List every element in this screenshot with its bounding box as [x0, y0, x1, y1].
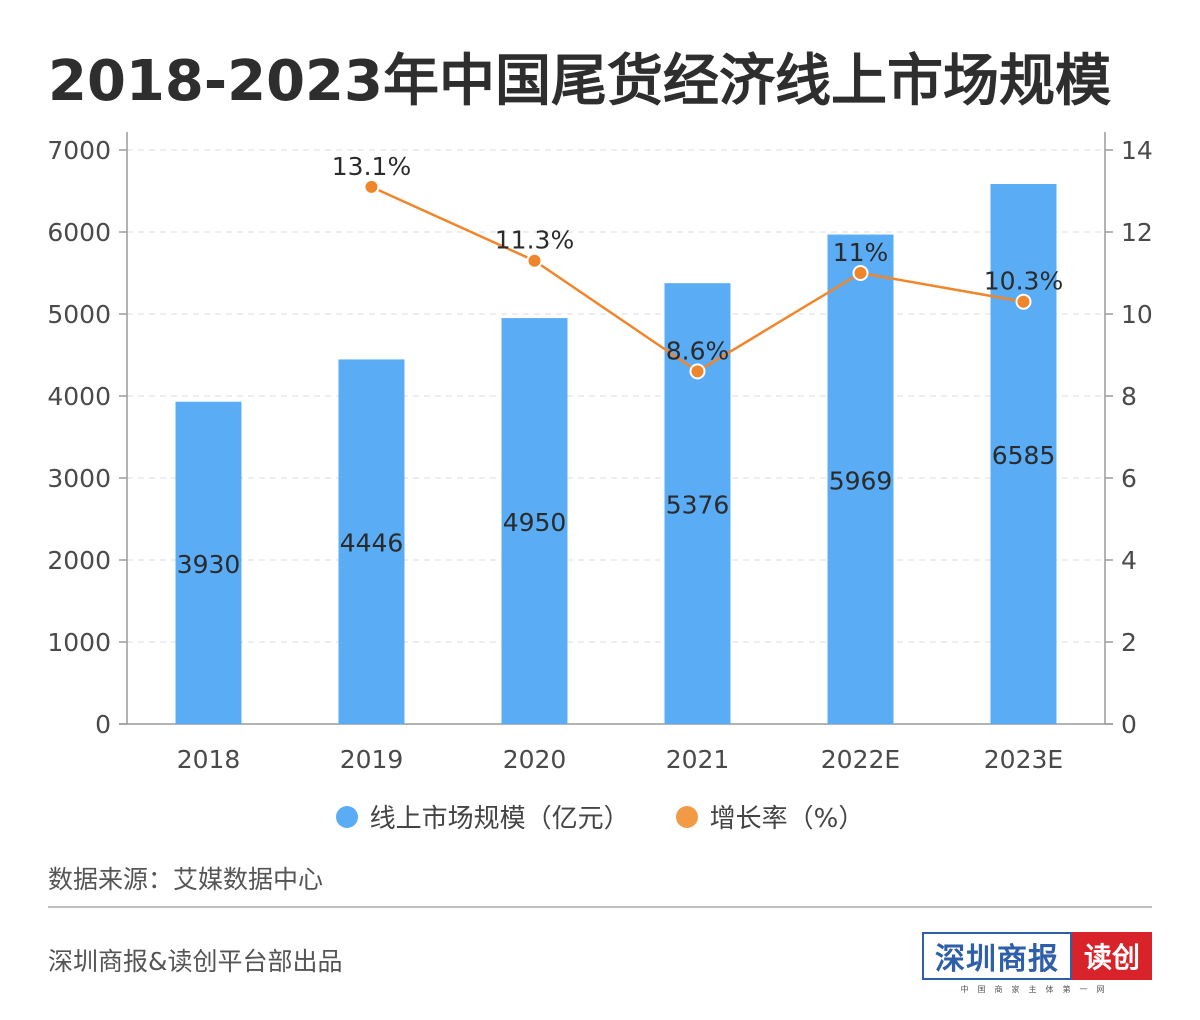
right-axis-tick-label: 6 [1121, 464, 1137, 493]
tick-layer: 0 1000 2000 3000 4000 5000 6000 7000 0 2 4 6 8 10 12 14… [47, 136, 1152, 774]
logo-subtitle: 中国商家主体第一网 [960, 985, 1114, 994]
x-axis-tick-label: 2021 [666, 745, 730, 774]
right-axis-tick-label: 10 [1121, 300, 1153, 329]
left-axis-tick-label: 7000 [47, 136, 111, 165]
bar-data-label: 5969 [829, 466, 893, 495]
right-axis-tick-label: 0 [1121, 710, 1137, 739]
right-axis-tick-label: 8 [1121, 382, 1137, 411]
x-axis-tick-label: 2020 [503, 745, 567, 774]
logo-right-text: 读创 [1072, 932, 1152, 980]
growth-rate-data-label: 10.3% [984, 267, 1063, 296]
logo-left-text: 深圳商报 [922, 932, 1072, 980]
grid-layer [127, 149, 1105, 643]
bar-2023E [990, 184, 1057, 724]
bar-2018 [175, 401, 242, 724]
bar-data-label: 6585 [992, 441, 1056, 470]
growth-rate-data-label: 8.6% [666, 336, 730, 365]
growth-rate-data-label: 11.3% [495, 226, 574, 255]
left-axis-tick-label: 0 [95, 710, 111, 739]
growth-rate-point-2019 [363, 178, 380, 195]
growth-rate-point-2020 [526, 252, 543, 269]
logo-box: 深圳商报 读创 [922, 932, 1152, 980]
line-layer: 13.1% 11.3% 8.6% 11% 10.3% [332, 152, 1063, 380]
left-axis-tick-label: 5000 [47, 300, 111, 329]
x-axis-tick-label: 2019 [340, 745, 404, 774]
x-axis-tick-label: 2023E [984, 745, 1063, 774]
credit-note: 深圳商报&读创平台部出品 [48, 947, 343, 976]
bar-2022E [827, 234, 894, 725]
right-axis-tick-label: 2 [1121, 628, 1137, 657]
growth-rate-data-label: 11% [833, 238, 889, 267]
bar-data-label: 5376 [666, 491, 730, 520]
footer-divider [48, 906, 1152, 908]
bar-2020 [501, 318, 568, 724]
page-title: 2018-2023年中国尾货经济线上市场规模 [48, 49, 1111, 114]
left-axis-tick-label: 1000 [47, 628, 111, 657]
x-axis-tick-label: 2022E [821, 745, 900, 774]
legend-marker-market-size [335, 805, 358, 828]
legend-label-market-size: 线上市场规模（亿元） [369, 804, 630, 834]
publisher-logo[interactable]: 深圳商报 读创 中国商家主体第一网 [922, 932, 1152, 998]
left-axis-tick-label: 6000 [47, 218, 111, 247]
legend-item-growth-rate[interactable]: 增长率（%） [675, 798, 865, 835]
left-axis-tick-label: 3000 [47, 464, 111, 493]
legend-label-growth-rate: 增长率（%） [709, 804, 865, 834]
left-axis-tick-label: 4000 [47, 382, 111, 411]
x-axis-tick-label: 2018 [177, 745, 241, 774]
bar-data-label: 4446 [340, 529, 404, 558]
data-source-note: 数据来源：艾媒数据中心 [48, 865, 324, 894]
right-axis-tick-label: 14 [1121, 136, 1153, 165]
bar-data-label: 3930 [177, 550, 241, 579]
legend-marker-growth-rate [675, 805, 698, 828]
bar-data-label: 4950 [503, 508, 567, 537]
bar-2019 [338, 359, 405, 724]
growth-rate-point-2023E [1015, 293, 1032, 310]
growth-rate-data-label: 13.1% [332, 152, 411, 181]
growth-rate-point-2022E [852, 265, 869, 281]
bar-layer [175, 184, 1057, 725]
bar-label-layer: 3930 4446 4950 5376 5969 6585 [177, 441, 1056, 579]
right-axis-tick-label: 12 [1121, 218, 1153, 247]
growth-rate-point-2021 [689, 363, 706, 380]
right-axis-tick-label: 4 [1121, 546, 1137, 575]
chart-legend: 线上市场规模（亿元） 增长率（%） [0, 798, 1200, 835]
left-axis-tick-label: 2000 [47, 546, 111, 575]
legend-item-market-size[interactable]: 线上市场规模（亿元） [335, 798, 630, 835]
axis-layer [119, 132, 1113, 725]
